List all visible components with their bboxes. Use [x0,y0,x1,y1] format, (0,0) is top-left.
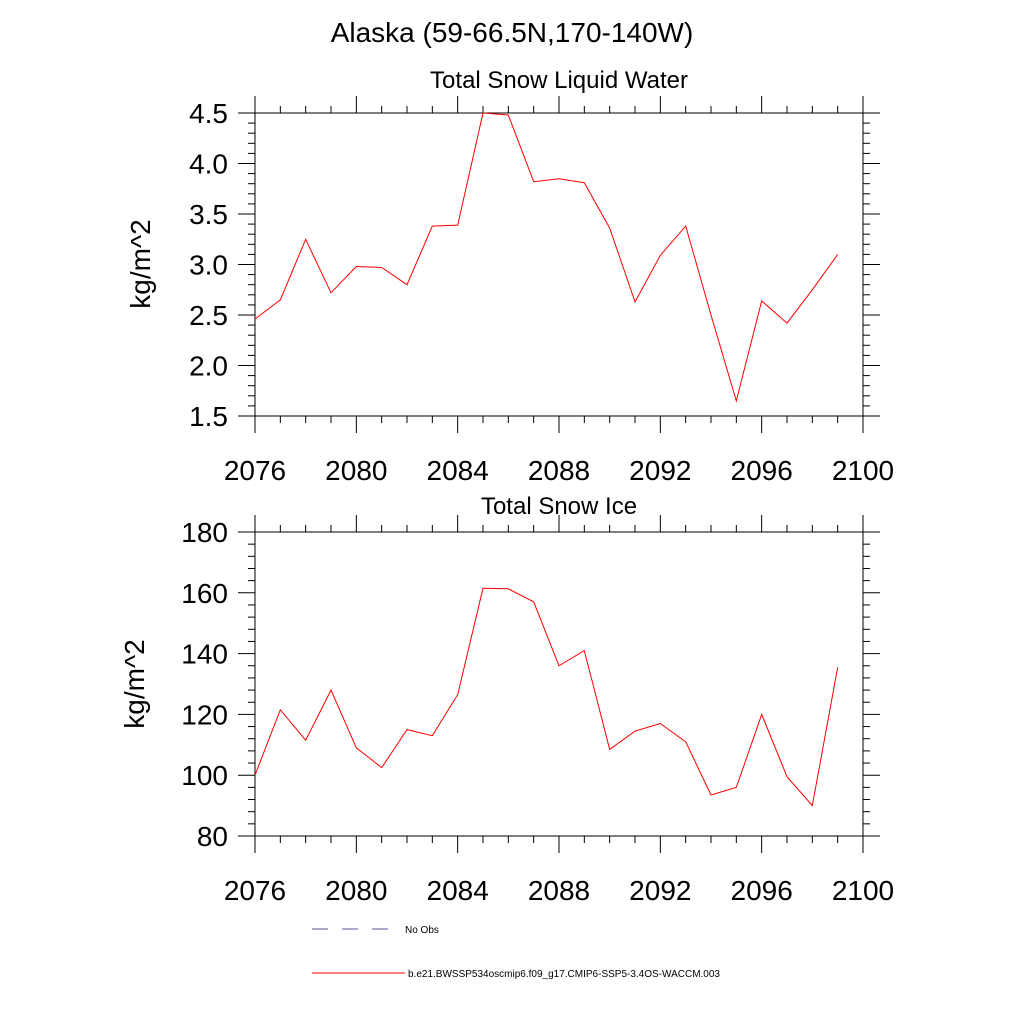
y-tick-label: 2.5 [189,300,228,331]
y-tick-label: 4.0 [189,149,228,180]
x-tick-label: 2092 [629,875,691,906]
series-line [254,587,839,807]
x-tick-label: 2100 [832,455,894,486]
figure-title: Alaska (59-66.5N,170-140W) [331,17,694,48]
x-tick-label: 2088 [528,455,590,486]
x-tick-label: 2100 [832,875,894,906]
x-tick-label: 2096 [731,875,793,906]
panel-snow-liquid-water: Total Snow Liquid Water kg/m^2 2076 2080 2… [125,67,894,486]
x-tick-label: 2092 [629,455,691,486]
legend-model-label: b.e21.BWSSP534oscmip6.f09_g17.CMIP6-SSP5… [408,969,720,980]
x-tick-label: 2088 [528,875,590,906]
panel-snow-ice: Total Snow Ice kg/m^2 2076 2080 2084 2088 20… [119,493,894,906]
y-tick-label: 1.5 [189,401,228,432]
series-line [254,112,839,403]
x-tick-label: 2084 [427,455,489,486]
plot-frame [254,112,864,417]
y-tick-label: 3.5 [189,199,228,230]
y-tick-label: 180 [181,517,228,548]
y-tick-label: 3.0 [189,250,228,281]
x-tick-label: 2076 [224,875,286,906]
x-tick-label: 2076 [224,455,286,486]
x-tick-label: 2080 [325,455,387,486]
chart-title: Total Snow Liquid Water [430,67,688,94]
y-tick-label: 120 [181,699,228,730]
legend-obs-label: No Obs [405,925,439,936]
y-tick-label: 80 [197,821,228,852]
x-tick-label: 2084 [427,875,489,906]
y-axis-label: kg/m^2 [119,639,150,728]
y-tick-label: 140 [181,639,228,670]
y-tick-label: 160 [181,578,228,609]
plot-frame [254,531,864,837]
x-tick-label: 2080 [325,875,387,906]
y-tick-label: 2.0 [189,351,228,382]
x-tick-label: 2096 [731,455,793,486]
legend: No Obs b.e21.BWSSP534oscmip6.f09_g17.CMI… [312,925,720,980]
y-tick-label: 100 [181,760,228,791]
y-axis-label: kg/m^2 [125,219,156,308]
y-tick-label: 4.5 [189,98,228,129]
